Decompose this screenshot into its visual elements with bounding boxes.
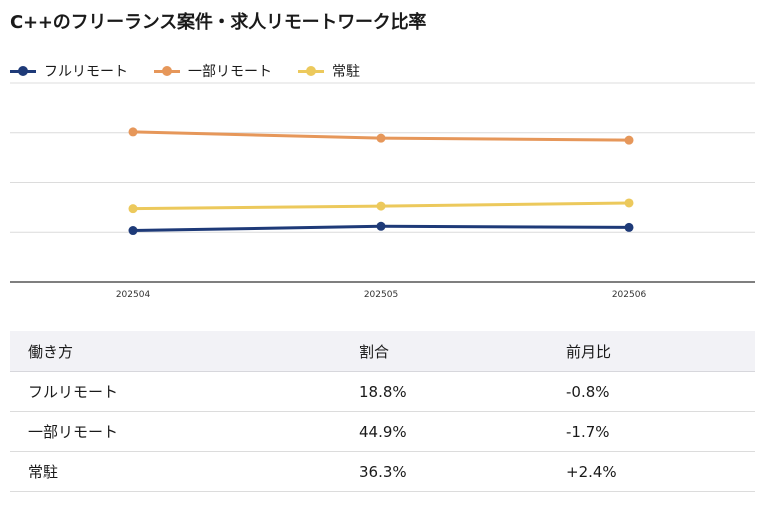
cell-ratio: 44.9% bbox=[359, 422, 407, 441]
data-point-onsite bbox=[128, 204, 138, 214]
header-mom: 前月比 bbox=[566, 342, 612, 361]
cell-work-style: 常駐 bbox=[28, 463, 59, 481]
legend-item-full-remote[interactable]: フルリモート bbox=[10, 61, 128, 81]
table-row: 一部リモート 44.9% -1.7% bbox=[10, 412, 755, 452]
legend-label-onsite: 常駐 bbox=[332, 64, 360, 80]
cell-work-style: フルリモート bbox=[28, 383, 119, 401]
header-ratio: 割合 bbox=[359, 342, 390, 361]
legend-swatch-partial-remote bbox=[154, 65, 180, 77]
legend-dot-full-remote bbox=[18, 66, 28, 76]
cell-mom: -1.7% bbox=[566, 422, 610, 441]
table-header-row: 働き方 割合 前月比 bbox=[10, 331, 755, 372]
chart-legend: フルリモート 一部リモート 常駐 bbox=[10, 60, 386, 82]
cell-ratio: 36.3% bbox=[359, 462, 407, 481]
data-point-partial_remote bbox=[128, 127, 138, 137]
data-point-onsite bbox=[624, 198, 634, 208]
legend-swatch-full-remote bbox=[10, 65, 36, 77]
cell-mom: +2.4% bbox=[566, 462, 617, 481]
data-point-full_remote bbox=[128, 226, 138, 236]
legend-dot-onsite bbox=[306, 66, 316, 76]
page-title: C++のフリーランス案件・求人リモートワーク比率 bbox=[10, 12, 427, 33]
remote-ratio-table: 働き方 割合 前月比 フルリモート 18.8% -0.8% 一部リモート 44.… bbox=[10, 331, 755, 492]
legend-item-onsite[interactable]: 常駐 bbox=[298, 61, 360, 81]
cell-mom: -0.8% bbox=[566, 382, 610, 401]
legend-dot-partial-remote bbox=[162, 66, 172, 76]
legend-label-full-remote: フルリモート bbox=[44, 64, 128, 80]
table-row: フルリモート 18.8% -0.8% bbox=[10, 372, 755, 412]
legend-swatch-onsite bbox=[298, 65, 324, 77]
cell-ratio: 18.8% bbox=[359, 382, 407, 401]
data-point-full_remote bbox=[376, 221, 386, 231]
table-row: 常駐 36.3% +2.4% bbox=[10, 452, 755, 492]
data-point-onsite bbox=[376, 201, 386, 211]
line-chart: 202504 202505 202506 bbox=[10, 82, 755, 300]
x-tick-label: 202504 bbox=[116, 290, 151, 300]
header-work-style: 働き方 bbox=[28, 342, 74, 361]
legend-label-partial-remote: 一部リモート bbox=[188, 64, 272, 80]
x-tick-label: 202506 bbox=[612, 290, 647, 300]
data-point-partial_remote bbox=[376, 133, 386, 143]
x-tick-label: 202505 bbox=[364, 290, 398, 300]
data-point-full_remote bbox=[624, 222, 634, 232]
cell-work-style: 一部リモート bbox=[28, 423, 119, 441]
data-point-partial_remote bbox=[624, 135, 634, 145]
legend-item-partial-remote[interactable]: 一部リモート bbox=[154, 61, 272, 81]
